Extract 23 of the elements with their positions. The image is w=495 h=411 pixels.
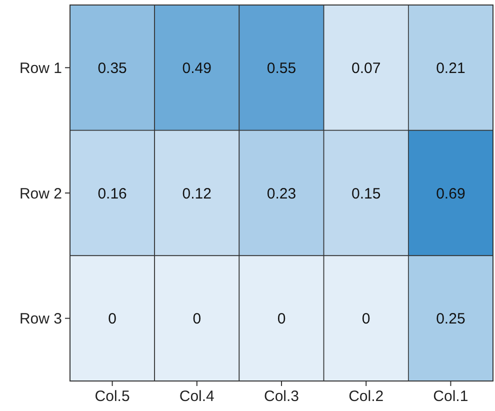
y-tick-label: Row 3	[19, 310, 62, 328]
data-label: 0	[362, 310, 370, 328]
data-label: 0.12	[182, 185, 212, 202]
y-tick-label: Row 1	[19, 60, 62, 77]
x-tick-label: Col.2	[348, 388, 384, 405]
y-tick-label: Row 2	[19, 185, 62, 202]
data-label: 0.15	[352, 185, 381, 202]
data-label: 0.23	[266, 185, 296, 202]
data-label: 0.69	[436, 185, 466, 202]
x-tick-label: Col.3	[264, 388, 300, 405]
data-label: 0.16	[98, 185, 127, 202]
x-tick-label: Col.1	[433, 388, 468, 405]
data-label: 0.49	[182, 60, 212, 77]
data-label: 0.21	[436, 60, 466, 77]
data-label: 0.07	[352, 60, 381, 77]
data-label: 0.35	[98, 60, 127, 77]
data-label: 0.25	[436, 310, 466, 328]
data-label: 0.55	[266, 60, 296, 77]
data-label: 0	[277, 310, 286, 328]
data-label: 0	[192, 310, 202, 328]
data-label: 0	[108, 310, 116, 328]
x-tick-label: Col.4	[179, 388, 214, 405]
x-tick-label: Col.5	[94, 388, 130, 405]
